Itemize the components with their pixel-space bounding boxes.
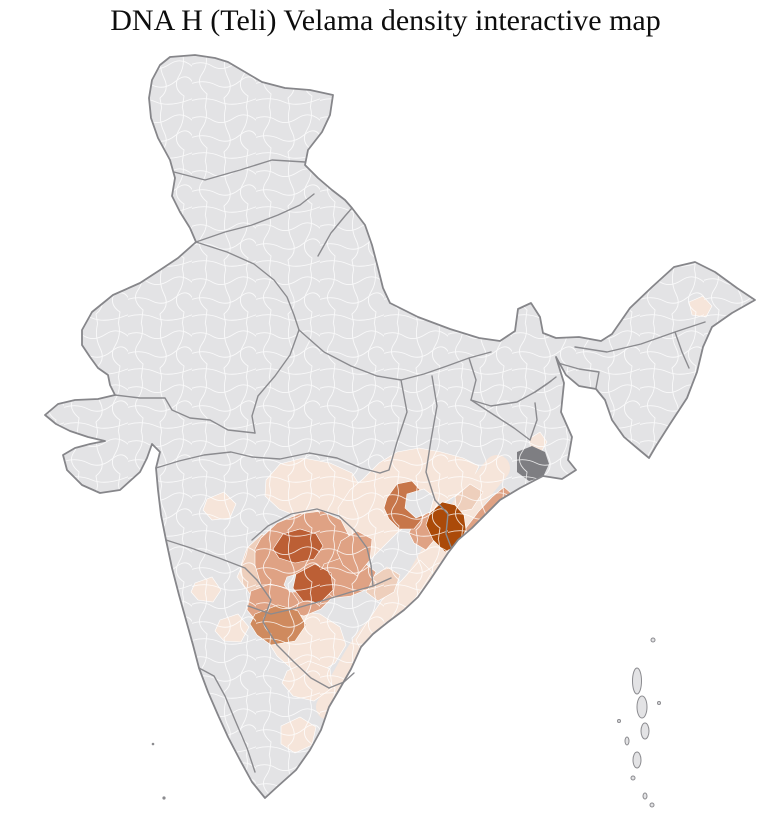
state-borders — [114, 159, 706, 773]
national-border — [44, 54, 756, 799]
district-borders-mesh — [45, 55, 755, 798]
lakshadweep-islands[interactable] — [151, 742, 166, 800]
page-title: DNA H (Teli) Velama density interactive … — [110, 4, 661, 37]
andaman-nicobar-islands[interactable] — [617, 637, 661, 808]
